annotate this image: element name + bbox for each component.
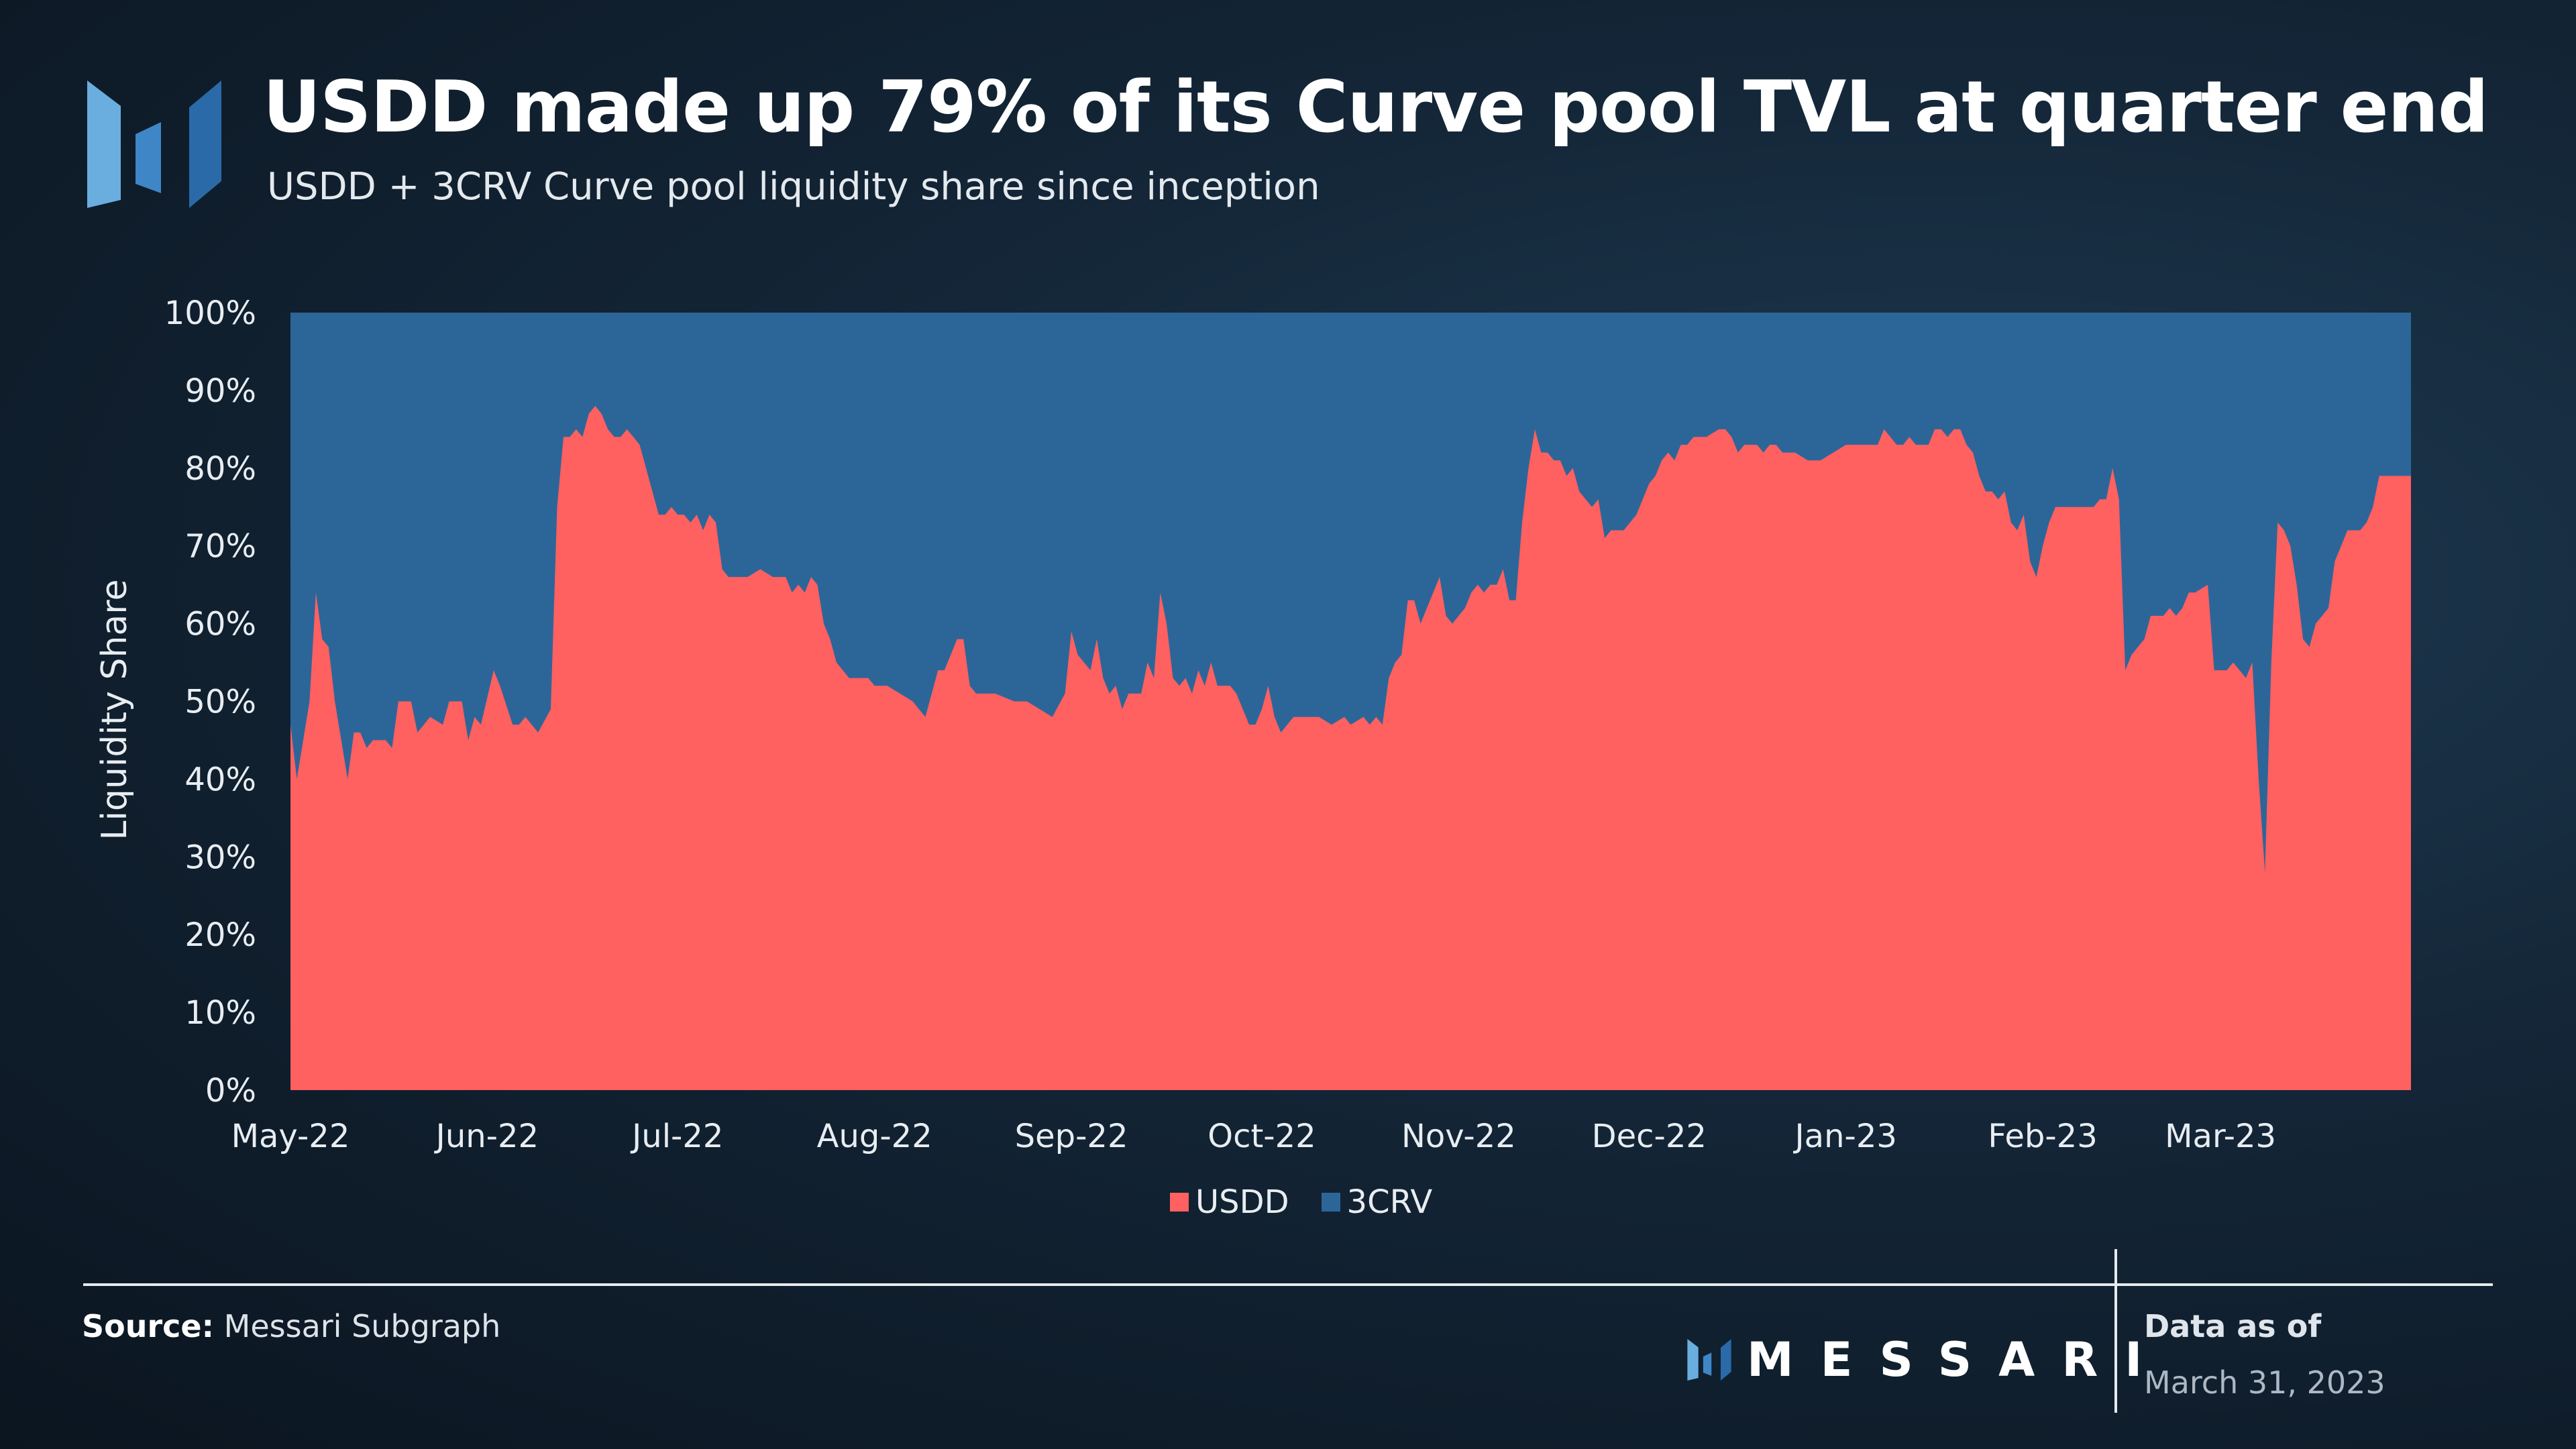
messari-wordmark: MESSARI [1747,1332,2169,1387]
x-tick-label: Oct-22 [1208,1118,1316,1155]
x-tick-label: Aug-22 [817,1118,932,1155]
x-tick-label: Mar-23 [2165,1118,2276,1155]
x-tick-label: May-22 [231,1118,350,1155]
y-tick-label: 70% [184,528,256,566]
x-tick-label: Dec-22 [1592,1118,1707,1155]
source-label: Source: [82,1308,215,1344]
legend-label-3crv: 3CRV [1346,1183,1433,1221]
y-tick-label: 60% [184,606,256,643]
y-tick-label: 90% [184,372,256,410]
legend-label-usdd: USDD [1195,1183,1289,1221]
logo-bar-middle [136,122,161,193]
y-tick-label: 50% [184,684,256,721]
x-tick-label: Sep-22 [1015,1118,1128,1155]
y-tick-label: 80% [184,450,256,488]
page-title: USDD made up 79% of its Curve pool TVL a… [263,66,2489,148]
logo-bar-left [87,80,121,208]
y-tick-label: 10% [184,994,256,1032]
source-value: Messari Subgraph [223,1308,501,1344]
logo-bar-right [189,80,221,208]
y-axis-ticks: 0% 10% 20% 30% 40% 50% 60% 70% 80% 90% 100% [164,294,256,1110]
legend-item-usdd: USDD [1170,1183,1289,1221]
messari-brand-icon [1687,1339,1731,1381]
usdd-area [290,406,2411,1090]
footer-divider [83,1283,2493,1286]
x-tick-label: Jun-22 [434,1118,539,1155]
x-tick-label: Feb-23 [1988,1118,2097,1155]
y-tick-label: 0% [205,1072,256,1110]
y-tick-label: 100% [164,294,256,332]
messari-brand: MESSARI [1685,1332,2169,1387]
data-as-of-date: March 31, 2023 [2144,1364,2385,1401]
messari-logo-icon [87,80,221,208]
legend-item-3crv: 3CRV [1321,1183,1433,1221]
x-tick-label: Jul-22 [630,1118,723,1155]
chart-legend: USDD 3CRV [1170,1183,1432,1221]
data-as-of-label: Data as of [2144,1308,2322,1344]
y-axis-label: Liquidity Share [95,579,135,840]
x-tick-label: Nov-22 [1401,1118,1516,1155]
footer-vertical-divider [2114,1249,2117,1413]
x-tick-label: Jan-23 [1793,1118,1897,1155]
source-note: Source: Messari Subgraph [82,1308,500,1344]
y-tick-label: 30% [184,839,256,876]
legend-swatch-usdd [1170,1193,1189,1212]
x-axis-ticks: May-22 Jun-22 Jul-22 Aug-22 Sep-22 Oct-22 Nov-… [231,1118,2276,1155]
legend-swatch-3crv [1321,1193,1340,1212]
page-subtitle: USDD + 3CRV Curve pool liquidity share s… [267,165,1320,209]
y-tick-label: 20% [184,916,256,954]
y-tick-label: 40% [184,761,256,798]
